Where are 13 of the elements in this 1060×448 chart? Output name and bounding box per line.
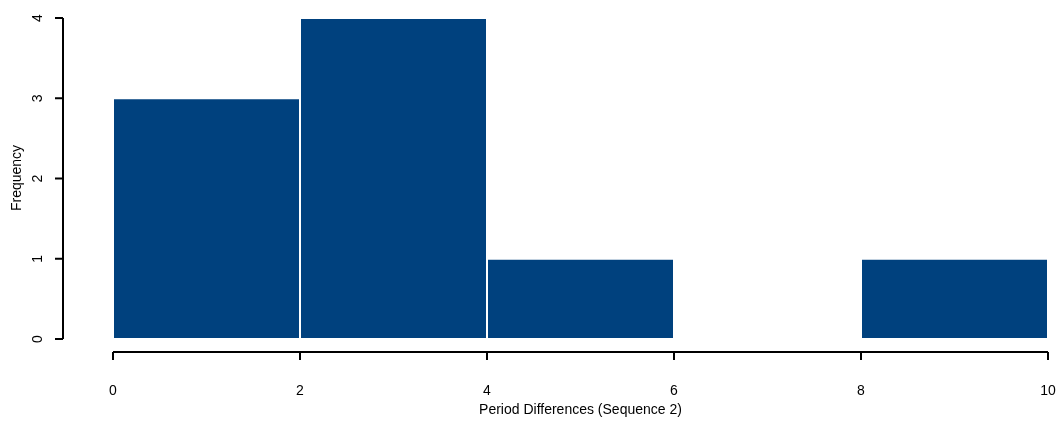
- x-tick-label: 8: [857, 382, 866, 398]
- y-tick-label: 1: [29, 254, 45, 263]
- x-tick-label: 4: [483, 382, 492, 398]
- x-tick-label: 10: [1040, 382, 1056, 398]
- y-axis-title: Frequency: [8, 144, 24, 212]
- y-tick-label: 2: [29, 174, 45, 183]
- x-tick-label: 2: [296, 382, 305, 398]
- y-tick-label: 4: [29, 13, 45, 22]
- y-tick-label: 3: [29, 94, 45, 103]
- x-tick-label: 0: [109, 382, 118, 398]
- x-tick-label: 6: [670, 382, 679, 398]
- x-axis-title: Period Differences (Sequence 2): [479, 401, 682, 417]
- y-tick-label: 0: [29, 334, 45, 343]
